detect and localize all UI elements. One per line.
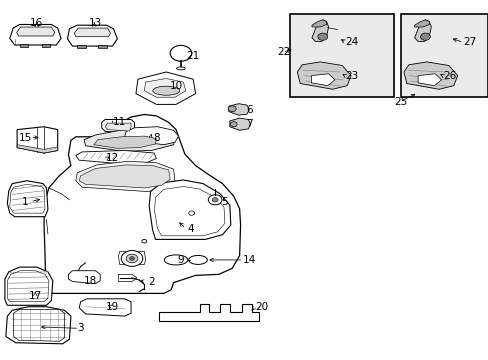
Bar: [400, 14, 487, 97]
Text: 2: 2: [148, 276, 155, 287]
Polygon shape: [403, 62, 457, 89]
Polygon shape: [10, 24, 61, 45]
Ellipse shape: [164, 255, 187, 265]
Text: 20: 20: [255, 302, 267, 312]
Polygon shape: [98, 45, 106, 48]
Text: 26: 26: [442, 71, 456, 81]
Text: 18: 18: [83, 276, 97, 286]
Ellipse shape: [188, 256, 207, 264]
Polygon shape: [144, 78, 185, 97]
Polygon shape: [311, 20, 326, 27]
Polygon shape: [76, 150, 156, 164]
Text: 21: 21: [186, 51, 200, 61]
Polygon shape: [77, 45, 85, 48]
Circle shape: [230, 122, 237, 127]
Circle shape: [208, 195, 222, 205]
Polygon shape: [17, 27, 55, 36]
Text: 23: 23: [345, 71, 358, 81]
Polygon shape: [228, 104, 249, 115]
Text: 14: 14: [242, 255, 256, 265]
Text: 24: 24: [345, 37, 358, 48]
Text: 3: 3: [77, 323, 84, 333]
Text: 9: 9: [177, 255, 184, 265]
Polygon shape: [68, 271, 100, 284]
Polygon shape: [417, 74, 441, 86]
Text: 4: 4: [187, 224, 194, 234]
Text: 19: 19: [105, 302, 119, 312]
Polygon shape: [17, 127, 58, 153]
Polygon shape: [84, 129, 175, 151]
Circle shape: [317, 33, 327, 40]
Polygon shape: [136, 72, 195, 104]
Polygon shape: [79, 165, 170, 188]
Text: 11: 11: [113, 117, 126, 127]
Polygon shape: [229, 118, 250, 130]
Text: 6: 6: [245, 105, 252, 115]
Text: 7: 7: [245, 119, 252, 129]
Polygon shape: [159, 304, 259, 321]
Text: 10: 10: [169, 81, 182, 91]
Circle shape: [188, 211, 194, 215]
Ellipse shape: [153, 86, 180, 95]
Ellipse shape: [176, 67, 185, 70]
Text: 22: 22: [276, 47, 290, 57]
Polygon shape: [41, 44, 50, 47]
Polygon shape: [414, 20, 428, 27]
Polygon shape: [20, 44, 28, 47]
Circle shape: [126, 254, 138, 263]
Polygon shape: [118, 274, 137, 282]
Polygon shape: [44, 114, 240, 293]
Text: 15: 15: [19, 132, 32, 143]
Polygon shape: [102, 120, 134, 133]
Polygon shape: [17, 145, 58, 153]
Polygon shape: [124, 127, 178, 145]
Polygon shape: [79, 299, 131, 316]
Circle shape: [121, 251, 142, 266]
Polygon shape: [67, 25, 117, 46]
Circle shape: [129, 257, 134, 260]
Polygon shape: [94, 136, 156, 148]
Text: 17: 17: [28, 291, 42, 301]
Circle shape: [212, 198, 218, 202]
Text: 27: 27: [462, 37, 475, 48]
Circle shape: [420, 33, 429, 40]
Circle shape: [228, 106, 236, 112]
Polygon shape: [414, 20, 430, 41]
Text: 16: 16: [30, 18, 43, 28]
Polygon shape: [76, 161, 175, 192]
Polygon shape: [149, 180, 230, 239]
Text: 1: 1: [22, 197, 29, 207]
Circle shape: [142, 239, 146, 243]
Text: 8: 8: [153, 132, 160, 143]
Circle shape: [170, 45, 191, 61]
Text: 12: 12: [105, 153, 119, 163]
Text: 25: 25: [393, 96, 407, 107]
Polygon shape: [5, 267, 53, 305]
Polygon shape: [311, 74, 334, 86]
Polygon shape: [7, 181, 48, 217]
Polygon shape: [105, 123, 131, 131]
Polygon shape: [311, 20, 328, 41]
Text: 13: 13: [88, 18, 102, 28]
Polygon shape: [6, 307, 71, 344]
Polygon shape: [297, 62, 350, 89]
Bar: [290, 14, 393, 97]
Text: 5: 5: [221, 197, 228, 207]
Polygon shape: [74, 28, 110, 37]
